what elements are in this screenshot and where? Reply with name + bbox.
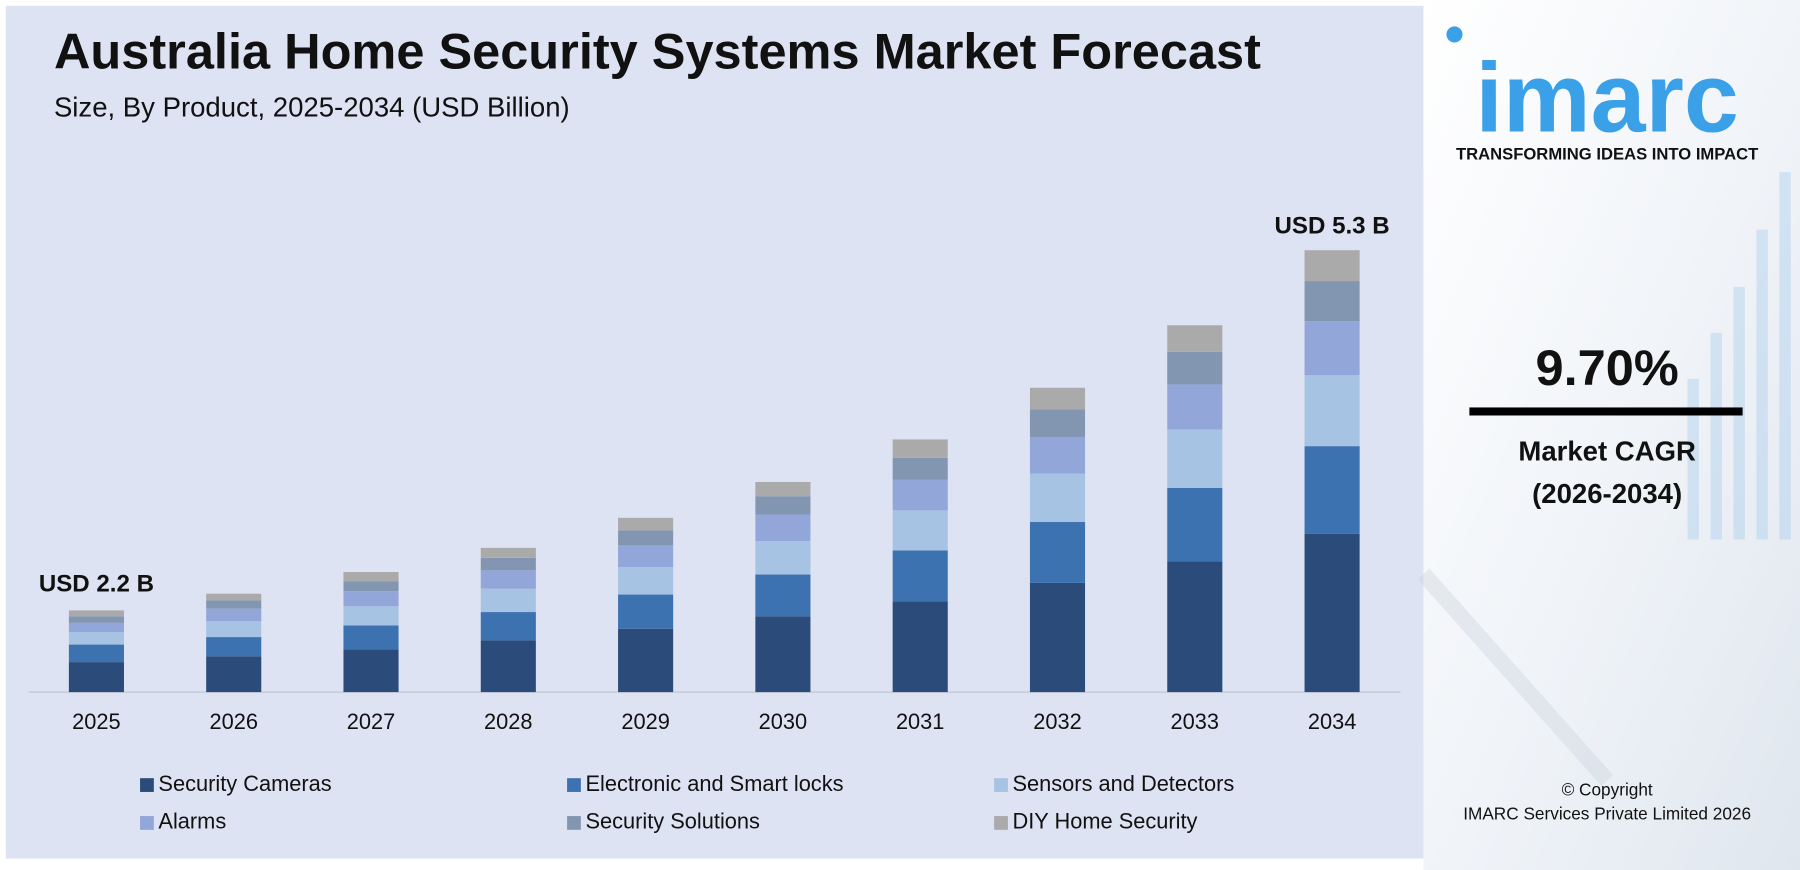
legend-swatch bbox=[140, 816, 154, 830]
bar-segment bbox=[1029, 436, 1086, 474]
logo-dot bbox=[1446, 26, 1463, 43]
bar-segment bbox=[480, 640, 536, 693]
chart-title: Australia Home Security Systems Market F… bbox=[54, 22, 1261, 79]
bar-segment bbox=[206, 608, 262, 622]
x-tick-label: 2029 bbox=[621, 709, 670, 734]
bar-segment bbox=[755, 481, 811, 497]
bar-segment bbox=[755, 616, 811, 693]
total-label: USD 5.3 B bbox=[1275, 213, 1390, 240]
bar-segment bbox=[1304, 533, 1360, 693]
bar-segment bbox=[1029, 387, 1086, 410]
bar-segment bbox=[343, 581, 399, 592]
bar-segment bbox=[1029, 409, 1086, 437]
bar-segment bbox=[892, 439, 948, 458]
bar-segment bbox=[1167, 561, 1223, 693]
bar-segment bbox=[206, 656, 262, 693]
legend-label: Alarms bbox=[158, 809, 226, 834]
bar-segment bbox=[480, 557, 536, 571]
side-panel bbox=[1423, 0, 1800, 870]
bar-segment bbox=[1304, 375, 1360, 447]
legend-swatch bbox=[994, 816, 1008, 830]
x-tick-label: 2032 bbox=[1033, 709, 1082, 734]
x-tick-label: 2030 bbox=[759, 709, 808, 734]
cagr-period: (2026-2034) bbox=[1532, 478, 1682, 509]
bar-segment bbox=[618, 628, 674, 693]
bar-segment bbox=[755, 496, 811, 515]
copyright: © Copyright bbox=[1562, 779, 1653, 799]
bar-segment bbox=[1167, 325, 1223, 352]
bar-segment bbox=[1167, 351, 1223, 385]
bar-segment bbox=[618, 567, 674, 595]
legend-swatch bbox=[994, 778, 1008, 792]
bar-segment bbox=[618, 545, 674, 568]
x-tick-label: 2031 bbox=[896, 709, 945, 734]
bar-segment bbox=[480, 588, 536, 613]
bar-segment bbox=[68, 610, 124, 617]
logo: imarc bbox=[1475, 43, 1738, 153]
x-tick-label: 2027 bbox=[347, 709, 396, 734]
bar-segment bbox=[1304, 321, 1360, 376]
legend-label: Security Cameras bbox=[158, 771, 331, 796]
cagr-label: Market CAGR bbox=[1518, 436, 1696, 467]
x-tick-label: 2028 bbox=[484, 709, 533, 734]
bar-segment bbox=[206, 621, 262, 638]
bar-segment bbox=[1304, 446, 1360, 534]
x-tick-label: 2033 bbox=[1171, 709, 1220, 734]
bar-segment bbox=[68, 622, 124, 633]
bar-segment bbox=[1167, 384, 1223, 430]
bar-segment bbox=[755, 514, 811, 542]
bar-segment bbox=[206, 593, 262, 601]
bar-segment bbox=[892, 550, 948, 602]
bar-segment bbox=[1029, 522, 1086, 583]
x-tick-label: 2034 bbox=[1308, 709, 1357, 734]
x-tick-label: 2025 bbox=[72, 709, 121, 734]
bar-segment bbox=[343, 649, 399, 693]
bar-segment bbox=[68, 632, 124, 645]
bar-segment bbox=[892, 479, 948, 511]
bar-segment bbox=[755, 541, 811, 575]
bar-segment bbox=[892, 510, 948, 551]
legend-swatch bbox=[140, 778, 154, 792]
cagr-value: 9.70% bbox=[1536, 339, 1679, 396]
bar-segment bbox=[68, 662, 124, 693]
bar-segment bbox=[343, 591, 399, 607]
legend-label: Security Solutions bbox=[585, 809, 760, 834]
bar-segment bbox=[480, 547, 536, 558]
bar-segment bbox=[618, 530, 674, 546]
bar-segment bbox=[755, 574, 811, 617]
bar-segment bbox=[480, 570, 536, 589]
bar-segment bbox=[68, 644, 124, 663]
bar-segment bbox=[1029, 473, 1086, 523]
bar-segment bbox=[343, 572, 399, 582]
tagline: TRANSFORMING IDEAS INTO IMPACT bbox=[1456, 144, 1758, 163]
bar-segment bbox=[343, 606, 399, 626]
legend-swatch bbox=[567, 778, 581, 792]
bar-segment bbox=[618, 517, 674, 531]
legend-label: DIY Home Security bbox=[1013, 809, 1198, 834]
bar-segment bbox=[1304, 281, 1360, 322]
chart-subtitle: Size, By Product, 2025-2034 (USD Billion… bbox=[54, 91, 570, 122]
company: IMARC Services Private Limited 2026 bbox=[1463, 803, 1751, 823]
total-label: USD 2.2 B bbox=[39, 571, 154, 598]
bar-segment bbox=[206, 600, 262, 609]
x-tick-label: 2026 bbox=[209, 709, 258, 734]
legend-swatch bbox=[567, 816, 581, 830]
bar-segment bbox=[480, 612, 536, 641]
bar-segment bbox=[343, 625, 399, 650]
bar-segment bbox=[1167, 487, 1223, 562]
bar-segment bbox=[1304, 250, 1360, 282]
cagr-divider bbox=[1469, 407, 1743, 416]
legend-label: Electronic and Smart locks bbox=[585, 771, 843, 796]
bar-segment bbox=[206, 637, 262, 657]
bar-segment bbox=[618, 594, 674, 629]
legend-label: Sensors and Detectors bbox=[1013, 771, 1235, 796]
bar-segment bbox=[1167, 429, 1223, 488]
bar-segment bbox=[892, 457, 948, 480]
bar-segment bbox=[1029, 582, 1086, 693]
bar-segment bbox=[68, 616, 124, 623]
bar-segment bbox=[892, 601, 948, 693]
